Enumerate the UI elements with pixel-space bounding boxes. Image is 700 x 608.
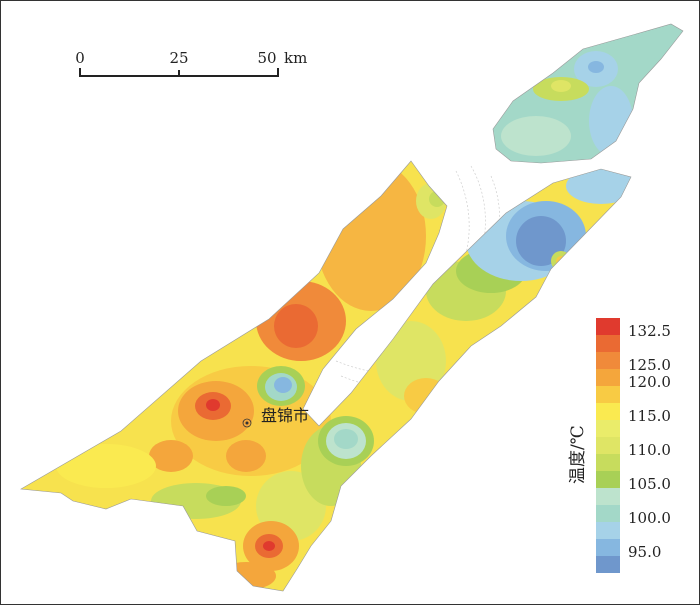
legend-swatch (596, 369, 620, 386)
legend-swatch (596, 403, 620, 420)
scale-tick-0: 0 (75, 49, 85, 67)
city-marker-icon (242, 418, 252, 428)
legend-label: 115.0 (628, 407, 671, 425)
legend-label: 120.0 (628, 373, 671, 391)
city-label: 盘锦市 (261, 406, 309, 425)
scale-tick-50: 50 (257, 49, 276, 67)
legend-swatch (596, 454, 620, 471)
legend-swatch (596, 335, 620, 352)
legend-swatch (596, 352, 620, 369)
legend-swatch (596, 539, 620, 556)
legend-swatch (596, 420, 620, 437)
scale-bar (79, 68, 279, 77)
legend-swatch (596, 522, 620, 539)
scale-unit: km (284, 49, 307, 67)
northeast-region (492, 23, 684, 164)
legend-swatch (596, 318, 620, 335)
legend-swatch (596, 505, 620, 522)
scale-tick-25: 25 (169, 49, 188, 67)
southwest-region (20, 160, 632, 592)
legend-label: 105.0 (628, 475, 671, 493)
legend-title: 温度/℃ (568, 425, 588, 484)
legend-label: 100.0 (628, 509, 671, 527)
legend-swatch (596, 471, 620, 488)
legend-label: 125.0 (628, 356, 671, 374)
legend-label: 110.0 (628, 441, 671, 459)
legend-swatch (596, 556, 620, 573)
legend-label: 132.5 (628, 322, 671, 340)
legend-swatch (596, 437, 620, 454)
legend-label: 95.0 (628, 543, 661, 561)
legend-swatch (596, 488, 620, 505)
legend-swatch (596, 386, 620, 403)
